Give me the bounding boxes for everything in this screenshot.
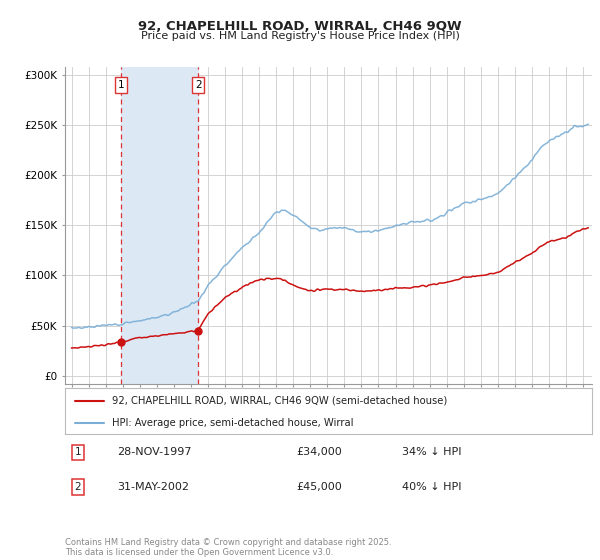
- Text: 1: 1: [74, 447, 81, 458]
- Text: £45,000: £45,000: [296, 482, 343, 492]
- Text: 92, CHAPELHILL ROAD, WIRRAL, CH46 9QW: 92, CHAPELHILL ROAD, WIRRAL, CH46 9QW: [138, 20, 462, 32]
- Text: 1: 1: [118, 80, 125, 90]
- Bar: [121, 67, 198, 384]
- Text: 40% ↓ HPI: 40% ↓ HPI: [402, 482, 461, 492]
- Text: 92, CHAPELHILL ROAD, WIRRAL, CH46 9QW (semi-detached house): 92, CHAPELHILL ROAD, WIRRAL, CH46 9QW (s…: [112, 396, 448, 406]
- Text: 2: 2: [74, 482, 81, 492]
- Text: 2: 2: [195, 80, 202, 90]
- Text: 28-NOV-1997: 28-NOV-1997: [118, 447, 192, 458]
- Text: 34% ↓ HPI: 34% ↓ HPI: [402, 447, 461, 458]
- Text: Price paid vs. HM Land Registry's House Price Index (HPI): Price paid vs. HM Land Registry's House …: [140, 31, 460, 41]
- Text: Contains HM Land Registry data © Crown copyright and database right 2025.
This d: Contains HM Land Registry data © Crown c…: [65, 538, 391, 557]
- Text: HPI: Average price, semi-detached house, Wirral: HPI: Average price, semi-detached house,…: [112, 418, 354, 427]
- Text: £34,000: £34,000: [296, 447, 343, 458]
- Text: 31-MAY-2002: 31-MAY-2002: [118, 482, 190, 492]
